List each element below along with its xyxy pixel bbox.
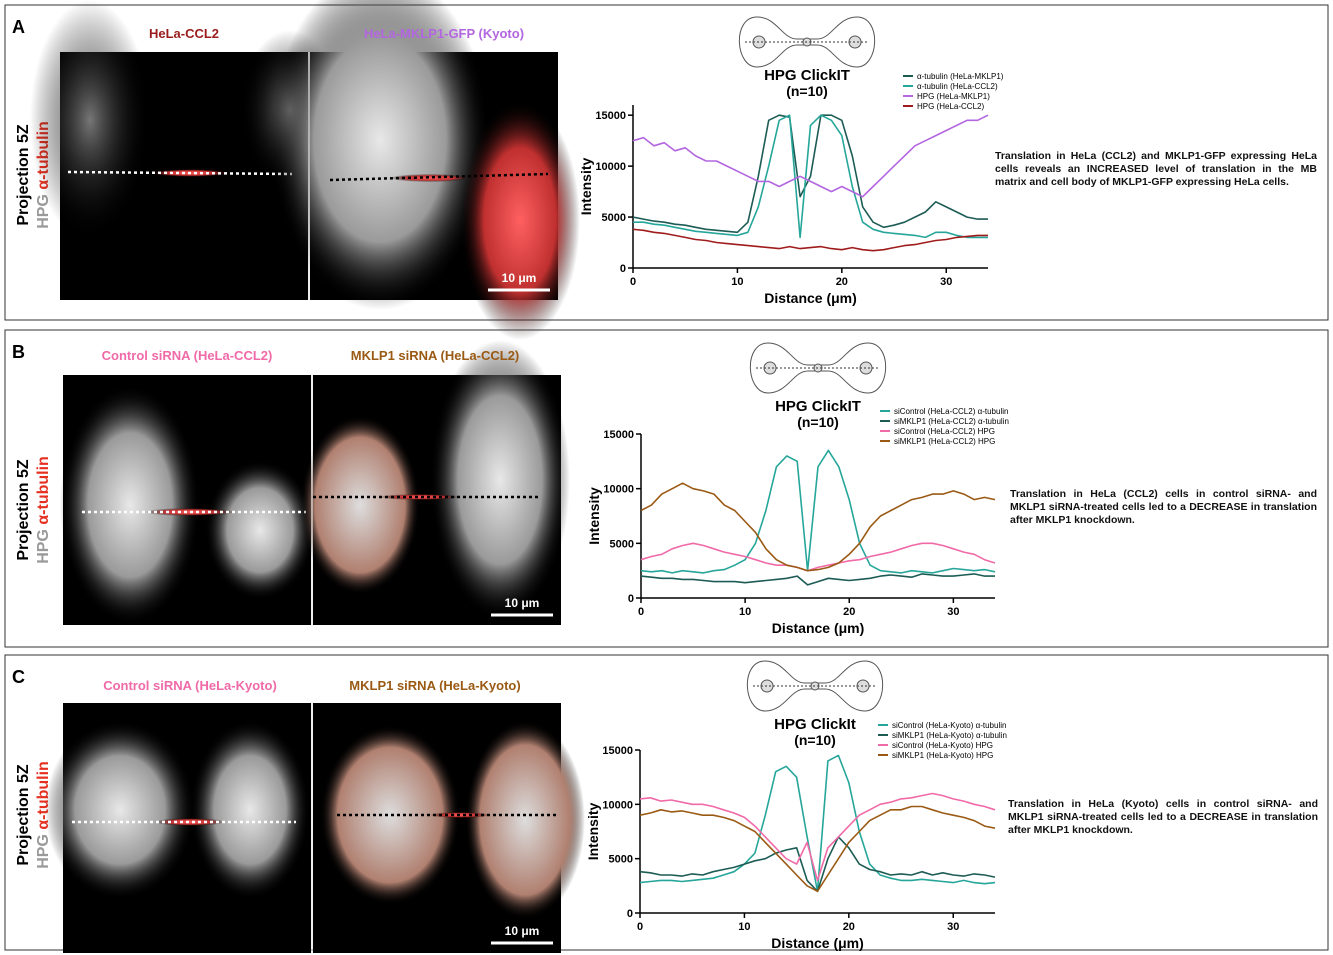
legend-label: siControl (HeLa-CCL2) α-tubulin	[894, 407, 1008, 416]
x-tick-label: 30	[947, 606, 959, 618]
stain-label: HPG α-tubulin	[35, 456, 52, 564]
y-tick-label: 0	[620, 263, 626, 275]
y-tick-label: 15000	[603, 429, 634, 441]
legend-label: siMKLP1 (HeLa-CCL2) α-tubulin	[894, 417, 1009, 426]
scale-bar-label: 10 μm	[502, 271, 537, 285]
y-tick-label: 15000	[602, 745, 633, 757]
chart-title: HPG ClickIt	[774, 716, 856, 733]
stain-hpg: HPG	[35, 529, 52, 564]
legend-label: siControl (HeLa-Kyoto) α-tubulin	[892, 721, 1006, 730]
series-line	[641, 543, 995, 570]
description: Translation in HeLa (CCL2) cells in cont…	[1010, 488, 1317, 527]
series-line	[641, 483, 995, 571]
x-tick-label: 20	[843, 606, 855, 618]
cell-signal	[155, 818, 225, 826]
scale-bar-label: 10 μm	[505, 596, 540, 610]
cell-signal	[465, 720, 585, 920]
y-axis-label: Intensity	[585, 803, 601, 861]
cell-signal	[60, 385, 200, 625]
image-title: HeLa-CCL2	[149, 26, 219, 41]
legend-label: siMKLP1 (HeLa-Kyoto) α-tubulin	[892, 731, 1007, 740]
y-tick-label: 15000	[595, 110, 626, 122]
y-tick-label: 0	[628, 593, 634, 605]
cell-signal	[30, 0, 150, 240]
legend-label: siControl (HeLa-Kyoto) HPG	[892, 741, 993, 750]
x-tick-label: 30	[947, 921, 959, 933]
side-label: Projection 5Z	[15, 124, 32, 226]
cell-signal	[205, 460, 315, 600]
chart-subtitle: (n=10)	[786, 83, 828, 99]
series-line	[641, 450, 995, 573]
chart-subtitle: (n=10)	[797, 414, 839, 430]
y-tick-label: 10000	[602, 799, 633, 811]
image-title: Control siRNA (HeLa-Kyoto)	[103, 678, 277, 693]
cell-signal	[300, 415, 420, 595]
side-label: Projection 5Z	[15, 459, 32, 561]
side-label: Projection 5Z	[15, 764, 32, 866]
cell-signal	[460, 100, 580, 340]
y-tick-label: 5000	[602, 212, 626, 224]
x-tick-label: 20	[843, 921, 855, 933]
x-axis-label: Distance (μm)	[764, 290, 857, 306]
panel-letter: A	[12, 17, 25, 37]
legend-label: siMKLP1 (HeLa-CCL2) HPG	[894, 437, 995, 446]
chart-title: HPG ClickIT	[775, 398, 861, 415]
x-tick-label: 30	[940, 276, 952, 288]
legend-label: α-tubulin (HeLa-MKLP1)	[917, 72, 1004, 81]
cell-signal	[430, 340, 570, 620]
description: Translation in HeLa (Kyoto) cells in con…	[1008, 798, 1318, 837]
y-tick-label: 0	[627, 908, 633, 920]
x-tick-label: 0	[630, 276, 636, 288]
image-title: HeLa-MKLP1-GFP (Kyoto)	[364, 26, 524, 41]
x-tick-label: 10	[731, 276, 743, 288]
image-title: MKLP1 siRNA (HeLa-CCL2)	[351, 348, 520, 363]
image-title: Control siRNA (HeLa-CCL2)	[102, 348, 273, 363]
y-axis-label: Intensity	[586, 487, 602, 545]
legend-label: α-tubulin (HeLa-CCL2)	[917, 82, 998, 91]
chart-subtitle: (n=10)	[794, 732, 836, 748]
chart-title: HPG ClickIT	[764, 67, 850, 84]
y-axis-label: Intensity	[578, 158, 594, 216]
series-line	[641, 574, 995, 585]
legend-label: siMKLP1 (HeLa-Kyoto) HPG	[892, 751, 993, 760]
legend-label: HPG (HeLa-CCL2)	[917, 102, 984, 111]
x-axis-label: Distance (μm)	[772, 620, 865, 636]
x-axis-label: Distance (μm)	[771, 935, 864, 951]
figure: AProjection 5ZHPG α-tubulinHeLa-CCL2HeLa…	[0, 0, 1333, 955]
scale-bar-label: 10 μm	[505, 924, 540, 938]
x-tick-label: 20	[836, 276, 848, 288]
panel-letter: B	[12, 342, 25, 362]
image-title: MKLP1 siRNA (HeLa-Kyoto)	[349, 678, 520, 693]
cell-signal	[190, 720, 310, 900]
y-tick-label: 5000	[610, 538, 634, 550]
x-tick-label: 0	[637, 921, 643, 933]
y-tick-label: 10000	[603, 484, 634, 496]
y-tick-label: 10000	[595, 161, 626, 173]
legend-label: siControl (HeLa-CCL2) HPG	[894, 427, 995, 436]
legend-label: HPG (HeLa-MKLP1)	[917, 92, 990, 101]
panel-letter: C	[12, 667, 25, 687]
x-tick-label: 10	[738, 921, 750, 933]
description: Translation in HeLa (CCL2) and MKLP1-GFP…	[995, 150, 1317, 189]
series-line	[640, 755, 995, 891]
y-tick-label: 5000	[609, 854, 633, 866]
x-tick-label: 10	[739, 606, 751, 618]
stain-tubulin: α-tubulin	[35, 456, 52, 524]
cell-signal	[45, 720, 195, 900]
x-tick-label: 0	[638, 606, 644, 618]
series-line	[640, 794, 995, 881]
